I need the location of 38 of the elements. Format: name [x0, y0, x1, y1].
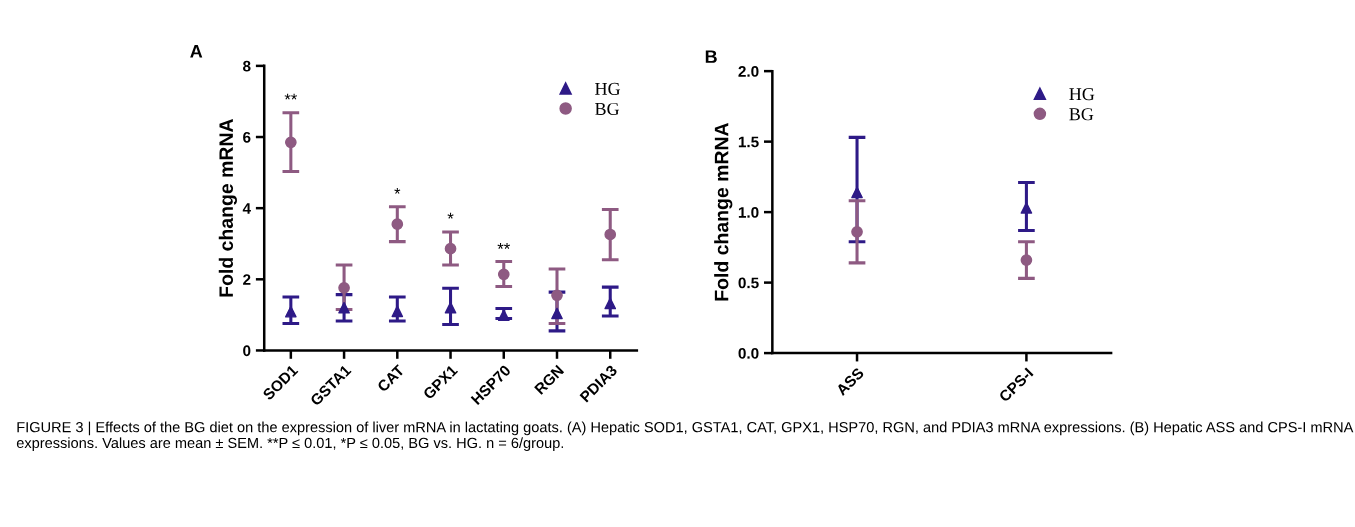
chart-title: A [190, 45, 203, 58]
point [1020, 254, 1033, 266]
point [604, 228, 617, 241]
y-axis-title: Fold change mRNA [714, 122, 733, 301]
y-tick-label: 1.0 [738, 206, 759, 218]
chart-title: B [705, 50, 717, 63]
point [338, 282, 350, 294]
y-tick-label: 0.0 [738, 347, 759, 359]
y-axis-title: Fold change mRNA [218, 119, 237, 297]
legend-label: HG [595, 82, 621, 95]
point [551, 307, 563, 320]
y-tick-label: 6 [243, 131, 251, 143]
point [604, 297, 617, 310]
y-tick-label: 0 [243, 345, 251, 357]
point [851, 226, 863, 238]
y-tick-label: 1.5 [738, 136, 759, 148]
annotation: ** [284, 93, 298, 100]
point [551, 289, 563, 302]
caption: FIGURE 3 | Effects of the BG diet on the expression of liver mRNA in lactating goats. (A) Hepatic SOD1, GSTA1, CAT, GPX1, HSP70, RGN, and PDIA3 mRNA expressions. (B) Hepatic ASS and CPS-I mRNA expressions. Values are mean ± SEM. **P ≤ 0.01, *P ≤ 0.05, BG vs. HG. n = 6/group. [16, 421, 1354, 451]
y-tick-label: 2.0 [738, 66, 759, 77]
annotation: * [447, 212, 454, 219]
point [391, 305, 404, 318]
point [338, 301, 350, 314]
legend-label: BG [1069, 108, 1094, 121]
point [497, 309, 510, 322]
legend-label: BG [595, 102, 620, 116]
point [444, 242, 457, 255]
y-tick-label: 8 [243, 60, 251, 72]
y-tick-label: 2 [243, 274, 251, 285]
point [497, 268, 510, 281]
legend-label: HG [1069, 88, 1095, 101]
point [1020, 202, 1033, 214]
point [284, 136, 297, 149]
point [391, 218, 404, 231]
y-tick-label: 0.5 [738, 277, 759, 289]
annotation: * [394, 187, 401, 194]
y-tick-label: 4 [242, 203, 251, 214]
annotation: ** [497, 243, 510, 249]
